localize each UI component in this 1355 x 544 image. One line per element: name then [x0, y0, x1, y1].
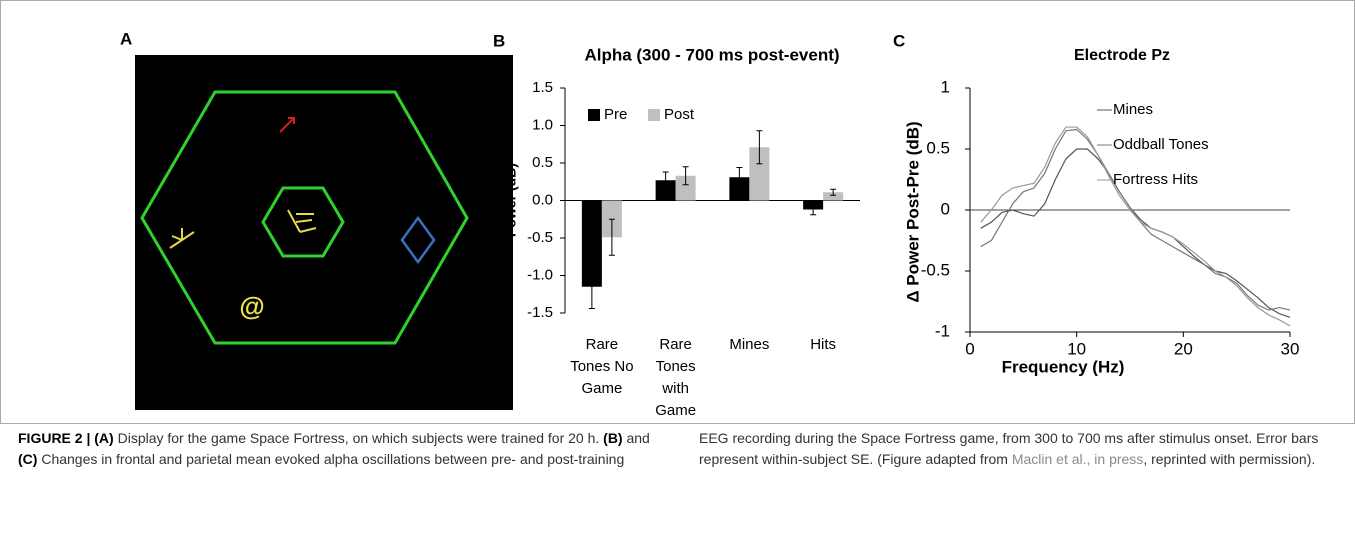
outer-hexagon: [140, 90, 469, 345]
legend-label: Fortress Hits: [1113, 171, 1198, 188]
x-tick-label: 20: [1174, 339, 1193, 358]
y-tick-label: -0.5: [921, 260, 950, 279]
inner-hexagon: [261, 186, 345, 258]
caption: FIGURE 2 | (A) Display for the game Spac…: [18, 428, 1338, 470]
error-bar: [682, 166, 689, 186]
line: [980, 126, 1291, 327]
error-bar: [830, 188, 837, 196]
error-bar: [736, 167, 743, 188]
bar: [581, 200, 602, 287]
y-tick-label: 0.0: [532, 191, 553, 208]
game-screen: @: [135, 55, 513, 410]
panel-label: A: [120, 29, 132, 48]
bar: [823, 192, 844, 201]
caption-link[interactable]: Maclin et al., in press: [1011, 451, 1144, 467]
x-tick-label: Rare Tones No Game: [570, 336, 633, 397]
bar: [749, 147, 770, 201]
x-tick-label: 0: [965, 339, 974, 358]
x-tick-label: Rare Tones with Game: [655, 336, 696, 419]
error-bar: [608, 218, 615, 256]
figure: A B C @ Alpha (300 - 700 ms post-event) P…: [0, 0, 1355, 424]
y-tick-label: -1: [935, 321, 950, 340]
y-axis-label: Δ Power Post-Pre (dB): [903, 121, 922, 302]
error-bar: [810, 203, 817, 216]
y-tick-label: -1.5: [527, 304, 553, 321]
panel-label: C: [893, 31, 905, 50]
y-tick-label: 1.5: [532, 79, 553, 96]
legend-label: Pre: [604, 106, 627, 123]
x-tick-label: 30: [1281, 339, 1300, 358]
caption-bold: (C): [18, 451, 38, 467]
y-tick-label: 0: [941, 199, 950, 218]
error-bar: [588, 264, 595, 309]
y-axis-label: Power (dB): [503, 163, 519, 237]
bar: [675, 175, 696, 201]
error-bar: [662, 171, 669, 189]
line: [980, 128, 1291, 311]
chart-title: Alpha (300 - 700 ms post-event): [584, 45, 839, 64]
x-axis-label: Frequency (Hz): [1002, 357, 1125, 376]
fortress: [287, 209, 317, 233]
chart-title: Electrode Pz: [1074, 47, 1170, 64]
mine: @: [239, 291, 264, 321]
legend-label: Post: [664, 106, 695, 123]
caption-text: , reprinted with permission).: [1143, 451, 1316, 467]
y-tick-label: 1: [941, 77, 950, 96]
y-tick-label: -0.5: [527, 229, 553, 246]
caption-bold: (B): [603, 430, 623, 446]
y-tick-label: 0.5: [532, 154, 553, 171]
y-tick-label: 0.5: [926, 138, 950, 157]
legend-swatch: [588, 109, 600, 121]
error-bar: [756, 130, 763, 165]
line: [980, 148, 1291, 318]
x-tick-label: Hits: [810, 336, 836, 353]
legend-swatch: [648, 109, 660, 121]
bar: [655, 180, 676, 201]
bar: [729, 177, 750, 201]
x-tick-label: Mines: [729, 336, 769, 353]
x-tick-label: 10: [1067, 339, 1086, 358]
ship: [279, 117, 295, 133]
diamond: [400, 215, 436, 265]
shell: [169, 228, 195, 249]
panel-label: B: [493, 31, 505, 50]
caption-text: Changes in frontal and parietal mean evo…: [37, 430, 1319, 467]
caption-bold: FIGURE 2 | (A): [18, 430, 114, 446]
caption-text: and: [622, 430, 650, 446]
legend-label: Mines: [1113, 101, 1153, 118]
y-tick-label: -1.0: [527, 266, 553, 283]
legend-label: Oddball Tones: [1113, 136, 1209, 153]
screen-background: [135, 55, 513, 410]
caption-text: Display for the game Space Fortress, on …: [113, 430, 604, 446]
y-tick-label: 1.0: [532, 116, 553, 133]
